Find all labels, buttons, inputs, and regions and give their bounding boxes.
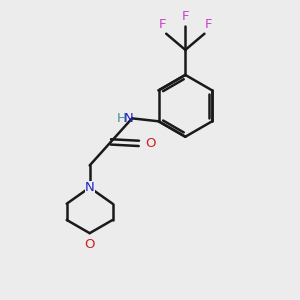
Text: N: N <box>124 112 134 125</box>
Text: O: O <box>84 238 95 251</box>
Text: O: O <box>145 137 156 150</box>
Text: F: F <box>182 11 189 23</box>
Text: F: F <box>159 18 166 31</box>
Text: F: F <box>204 18 212 31</box>
Text: H: H <box>117 112 127 125</box>
Text: N: N <box>85 181 94 194</box>
